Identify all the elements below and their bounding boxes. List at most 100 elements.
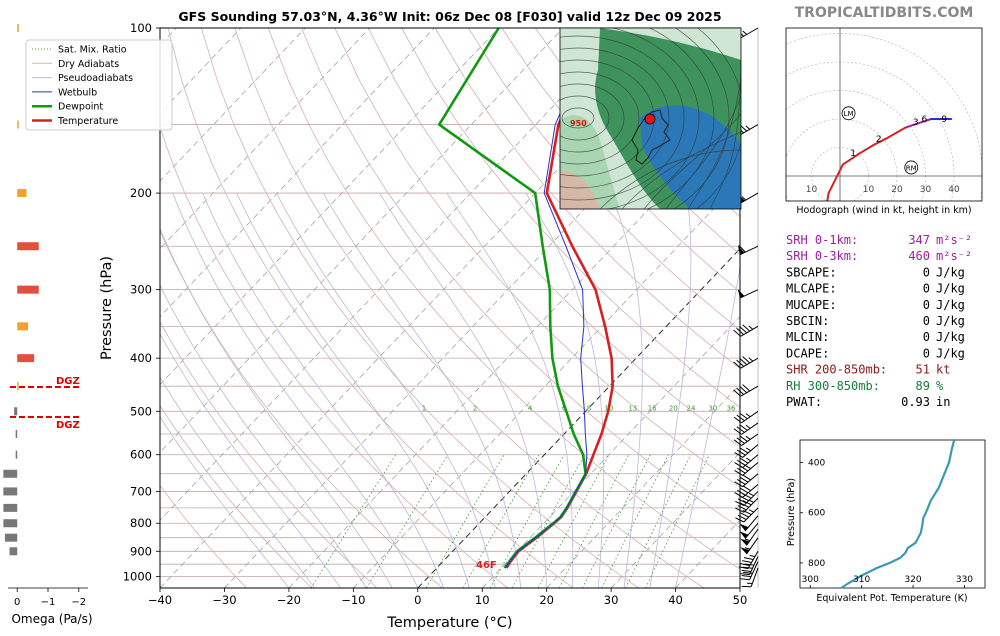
thetae-xlabel: Equivalent Pot. Temperature (K)	[816, 593, 967, 604]
y-tick-label: 1000	[123, 569, 152, 583]
dry-adiabat	[367, 28, 740, 448]
skewt-ylabel: Pressure (hPa)	[99, 256, 115, 360]
mixing-ratio-line	[425, 454, 505, 588]
mixing-ratio-line	[537, 454, 610, 588]
barb-half	[749, 554, 756, 557]
barb-full	[734, 452, 743, 458]
index-label: DCAPE:	[786, 346, 829, 360]
barb-full	[734, 469, 743, 476]
barb-full	[739, 435, 748, 442]
thetae-x-tick-label: 300	[802, 575, 819, 585]
barb-full	[736, 437, 745, 444]
mixing-ratio-line	[366, 454, 449, 588]
wind-barb	[741, 567, 759, 588]
mixing-ratio-line	[558, 454, 630, 588]
wind-barb	[735, 507, 759, 523]
hodo-height-label: 2	[876, 135, 882, 145]
mixing-ratio-label: 8	[587, 404, 591, 412]
x-tick-label: −20	[277, 593, 301, 607]
y-tick-label: 700	[130, 484, 152, 498]
hodo-segment	[826, 192, 830, 201]
isotherm-line	[160, 28, 499, 386]
omega-bar	[15, 450, 18, 459]
hodo-height-label: 9	[941, 115, 947, 125]
x-tick-label: 0	[414, 593, 421, 607]
legend-label: Dry Adiabats	[58, 59, 119, 70]
barb-half	[745, 457, 751, 462]
index-unit: m²s⁻²	[936, 233, 972, 247]
hodo-segment	[858, 143, 876, 155]
index-value: 0	[923, 330, 930, 344]
barb-pennant	[740, 538, 750, 546]
skewt-panel: 1 2 4 6 8 10 13 16 20 24 30 36 −40 −30 −20 −10 0 10 20 30 4…	[25, 21, 747, 631]
barb-half	[745, 435, 751, 440]
map-isobar	[561, 107, 595, 129]
legend-label: Sat. Mix. Ratio	[58, 45, 127, 56]
dry-adiabat	[334, 28, 740, 488]
thetae-y-tick-label: 400	[808, 459, 825, 469]
x-tick-label: −10	[341, 593, 365, 607]
barb-full	[743, 571, 753, 574]
omega-bar	[9, 547, 18, 556]
wind-barb	[733, 324, 759, 337]
mixing-ratio-label: 30	[708, 404, 717, 412]
thetae-x-tick-label: 330	[956, 575, 973, 585]
barb-full	[737, 514, 747, 520]
mixing-ratio-label: 24	[687, 404, 696, 412]
map-inset: 950	[559, 27, 742, 210]
omega-bar	[17, 242, 39, 251]
y-tick-label: 800	[130, 516, 152, 530]
wind-barb	[733, 410, 759, 424]
barb-full	[743, 566, 753, 569]
dry-adiabat	[160, 230, 443, 588]
wind-barb	[734, 484, 759, 498]
barb-full	[740, 578, 750, 581]
mixing-ratio-line	[582, 454, 651, 588]
pseudoadiabat	[160, 416, 290, 588]
barb-full	[737, 467, 746, 474]
index-label: MLCAPE:	[786, 282, 837, 296]
wind-barb	[737, 244, 759, 256]
barb-full	[737, 449, 746, 456]
hodo-segment	[873, 137, 887, 146]
omega-bar	[17, 382, 19, 391]
map-isobar	[560, 95, 610, 141]
omega-bar	[4, 533, 18, 542]
barb-full	[738, 566, 749, 570]
map-low-label: 950	[570, 119, 587, 128]
isotherm-line	[160, 28, 435, 318]
barb-pennant	[740, 547, 750, 555]
barb-pennant	[739, 523, 749, 531]
storm-motion-marker	[904, 160, 919, 175]
index-label: SBCAPE:	[786, 265, 837, 279]
mixing-ratio-label: 13	[628, 404, 637, 412]
hodo-tick-label: 30	[920, 185, 932, 195]
barb-full	[739, 447, 749, 454]
storm-motion-marker	[841, 106, 856, 121]
storm-motion-label: LM	[844, 110, 854, 118]
barb-full	[742, 384, 751, 392]
barb-half	[745, 125, 751, 130]
hodo-bg	[786, 28, 982, 201]
index-value: 89	[916, 379, 930, 393]
dry-adiabat	[160, 484, 247, 588]
barb-full	[735, 517, 745, 523]
wind-barb	[733, 433, 759, 446]
barb-full	[733, 389, 742, 397]
barb-half	[745, 424, 751, 429]
isotherm-line	[160, 28, 628, 521]
barb-full	[736, 426, 745, 433]
barb-full	[736, 387, 745, 395]
pseudoadiabat	[276, 192, 496, 588]
wind-barb	[734, 454, 759, 469]
legend-label: Dewpoint	[58, 102, 103, 113]
barb-full	[733, 428, 742, 435]
barb-full	[742, 356, 751, 364]
hodo-tick-label: 40	[948, 185, 960, 195]
index-label: MLCIN:	[786, 330, 829, 344]
omega-tick-label: 0	[14, 597, 20, 608]
index-label: SBCIN:	[786, 314, 829, 328]
barb-half	[748, 509, 754, 513]
wind-barb	[739, 522, 759, 539]
wind-barb	[734, 473, 759, 488]
